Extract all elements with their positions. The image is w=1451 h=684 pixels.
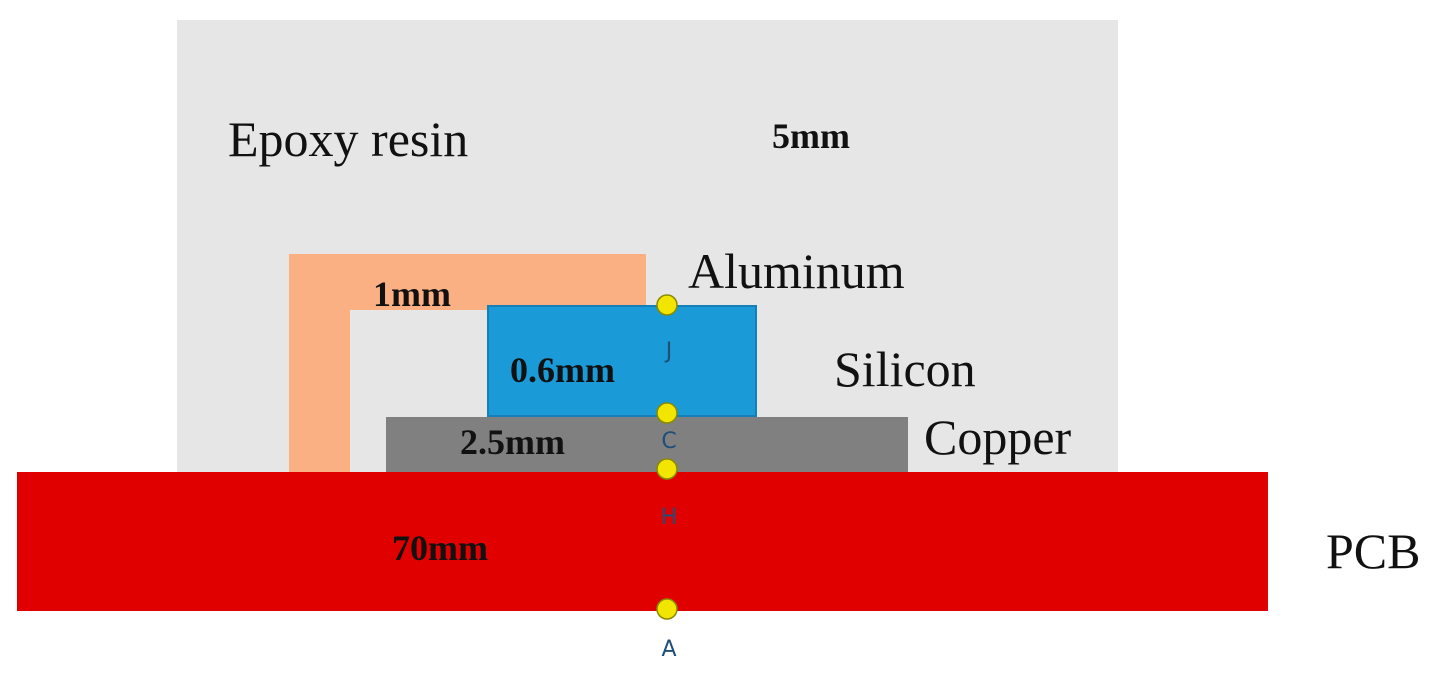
copper-label: Copper	[924, 409, 1072, 465]
node-h-label: H	[661, 505, 678, 530]
copper-thickness-label: 2.5mm	[460, 422, 565, 462]
silicon-thickness-label: 0.6mm	[510, 350, 615, 390]
silicon-label: Silicon	[834, 341, 976, 397]
pcb-label: PCB	[1326, 523, 1421, 579]
node-j-label: J	[664, 339, 673, 364]
node-a-marker	[656, 598, 678, 620]
silicon-die	[487, 305, 757, 417]
node-a-label: A	[661, 637, 676, 662]
copper-layer	[386, 417, 908, 472]
node-c-label: C	[661, 429, 676, 454]
epoxy-thickness-label: 5mm	[772, 116, 850, 156]
aluminum-thickness-label: 1mm	[373, 274, 451, 314]
node-j-marker	[656, 294, 678, 316]
aluminum-bond	[289, 254, 646, 474]
node-h-marker	[656, 458, 678, 480]
aluminum-vertical	[289, 254, 350, 474]
aluminum-label: Aluminum	[688, 243, 905, 299]
pcb-board	[17, 472, 1268, 611]
node-markers	[656, 294, 678, 620]
epoxy-resin-label: Epoxy resin	[228, 111, 468, 167]
pcb-thickness-label: 70mm	[392, 528, 488, 568]
node-c-marker	[656, 402, 678, 424]
